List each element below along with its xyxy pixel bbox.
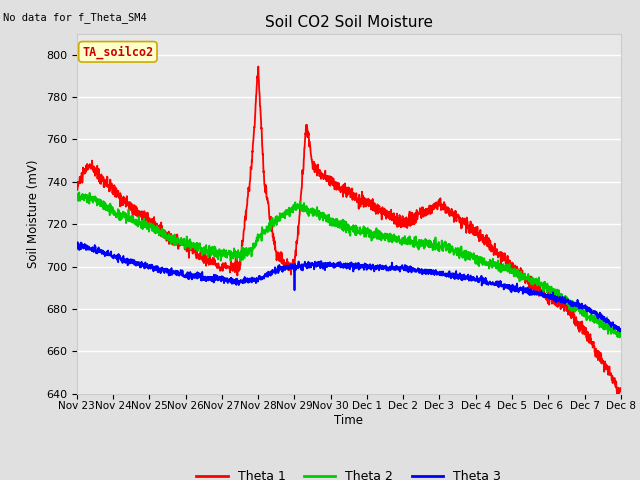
Text: No data for f_Theta_SM4: No data for f_Theta_SM4 bbox=[3, 12, 147, 23]
X-axis label: Time: Time bbox=[334, 414, 364, 427]
Legend: Theta 1, Theta 2, Theta 3: Theta 1, Theta 2, Theta 3 bbox=[191, 465, 506, 480]
Title: Soil CO2 Soil Moisture: Soil CO2 Soil Moisture bbox=[265, 15, 433, 30]
Text: TA_soilco2: TA_soilco2 bbox=[82, 45, 154, 59]
Y-axis label: Soil Moisture (mV): Soil Moisture (mV) bbox=[28, 159, 40, 268]
